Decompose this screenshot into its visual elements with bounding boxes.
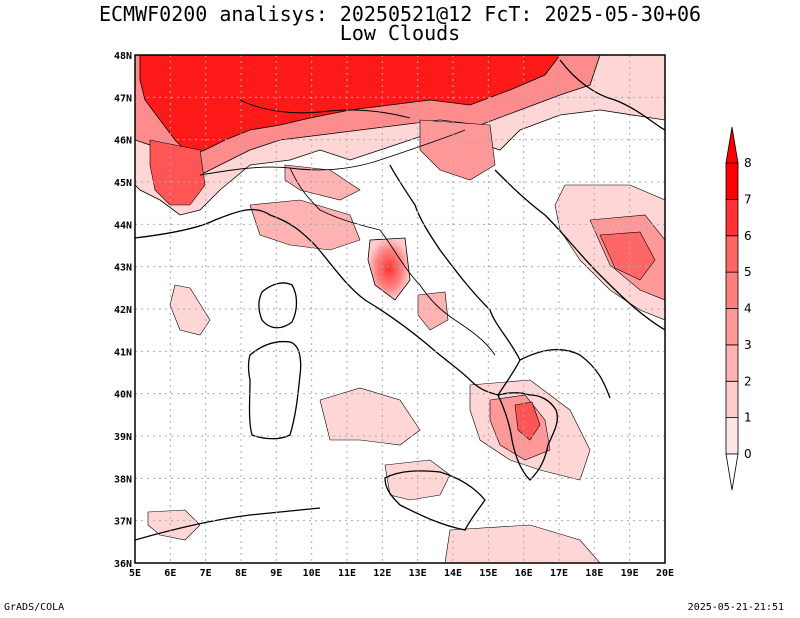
colorbar-segment	[725, 308, 739, 346]
footer-timestamp: 2025-05-21-21:51	[687, 602, 784, 613]
lon-tick-label: 14E	[444, 568, 462, 579]
colorbar-label: 8	[744, 156, 752, 170]
colorbar-label: 5	[744, 265, 752, 279]
lat-axis: 36N 37N 38N 39N 40N 41N 42N 43N 44N 45N 46N 47N 48N	[114, 51, 132, 570]
lon-tick-label: 13E	[409, 568, 427, 579]
colorbar-segment	[725, 198, 739, 237]
lon-tick-label: 17E	[550, 568, 568, 579]
cloud-abruzzo	[417, 291, 449, 331]
cloud-tyrrhenian	[319, 387, 421, 446]
cloud-calabria-heavy	[514, 401, 541, 441]
chart-title: ECMWF0200 analisys: 20250521@12 FcT: 202…	[98, 2, 702, 26]
cloud-piemonte	[149, 139, 206, 206]
lat-tick-label: 47N	[114, 93, 132, 104]
lon-tick-label: 18E	[585, 568, 603, 579]
lon-tick-label: 11E	[338, 568, 356, 579]
cloud-liguria	[249, 199, 361, 251]
grid-lines	[135, 55, 665, 563]
lat-tick-label: 43N	[114, 263, 132, 274]
lat-tick-label: 48N	[114, 51, 132, 62]
lon-tick-label: 5E	[129, 568, 141, 579]
cloud-balkans-east	[599, 231, 656, 281]
plot-frame	[134, 54, 666, 564]
lon-tick-label: 20E	[656, 568, 674, 579]
colorbar-segment	[725, 380, 739, 419]
colorbar-label: 1	[744, 411, 752, 425]
lat-tick-label: 36N	[114, 559, 132, 570]
colorbar-segment	[725, 235, 739, 273]
cloud-alps-heavy	[139, 55, 561, 156]
lat-tick-label: 37N	[114, 517, 132, 528]
cloud-sicily	[384, 459, 451, 501]
colorbar-label: 3	[744, 338, 752, 352]
lon-tick-label: 6E	[164, 568, 176, 579]
lon-tick-label: 10E	[303, 568, 321, 579]
colorbar: 0 1 2 3 4 5 6 7 8	[725, 126, 752, 491]
lon-tick-label: 19E	[621, 568, 639, 579]
lon-tick-label: 8E	[235, 568, 247, 579]
cloud-sea-west	[169, 284, 211, 336]
colorbar-label: 7	[744, 192, 752, 206]
colorbar-label: 4	[744, 302, 752, 316]
lon-axis: 5E 6E 7E 8E 9E 10E 11E 12E 13E 14E 15E 16E 17E 18E 19E…	[129, 568, 674, 579]
colorbar-label: 2	[744, 374, 752, 388]
lat-tick-label: 40N	[114, 390, 132, 401]
colorbar-segment	[725, 344, 739, 382]
cloud-friuli	[419, 119, 496, 181]
colorbar-segment	[725, 162, 739, 200]
lat-tick-label: 44N	[114, 220, 132, 231]
colorbar-label: 6	[744, 229, 752, 243]
colorbar-segment	[725, 417, 739, 455]
region-borders	[199, 99, 496, 356]
cloud-umbria	[367, 237, 411, 301]
chart-subtitle: Low Clouds	[339, 21, 461, 45]
colorbar-label: 0	[744, 447, 752, 461]
lon-tick-label: 16E	[515, 568, 533, 579]
colorbar-bottom-arrow	[725, 453, 739, 491]
lon-tick-label: 9E	[270, 568, 282, 579]
lon-tick-label: 12E	[373, 568, 391, 579]
lon-tick-label: 7E	[200, 568, 212, 579]
colorbar-top-arrow	[725, 126, 739, 164]
lat-tick-label: 39N	[114, 432, 132, 443]
lat-tick-label: 41N	[114, 347, 132, 358]
cloud-ionian	[444, 524, 601, 563]
colorbar-segment	[725, 271, 739, 309]
footer-credit: GrADS/COLA	[4, 602, 65, 613]
lat-tick-label: 42N	[114, 305, 132, 316]
lon-tick-label: 15E	[479, 568, 497, 579]
lat-tick-label: 46N	[114, 136, 132, 147]
cloud-fields	[135, 55, 665, 563]
lat-tick-label: 45N	[114, 178, 132, 189]
coastlines	[135, 59, 665, 541]
lat-tick-label: 38N	[114, 474, 132, 485]
